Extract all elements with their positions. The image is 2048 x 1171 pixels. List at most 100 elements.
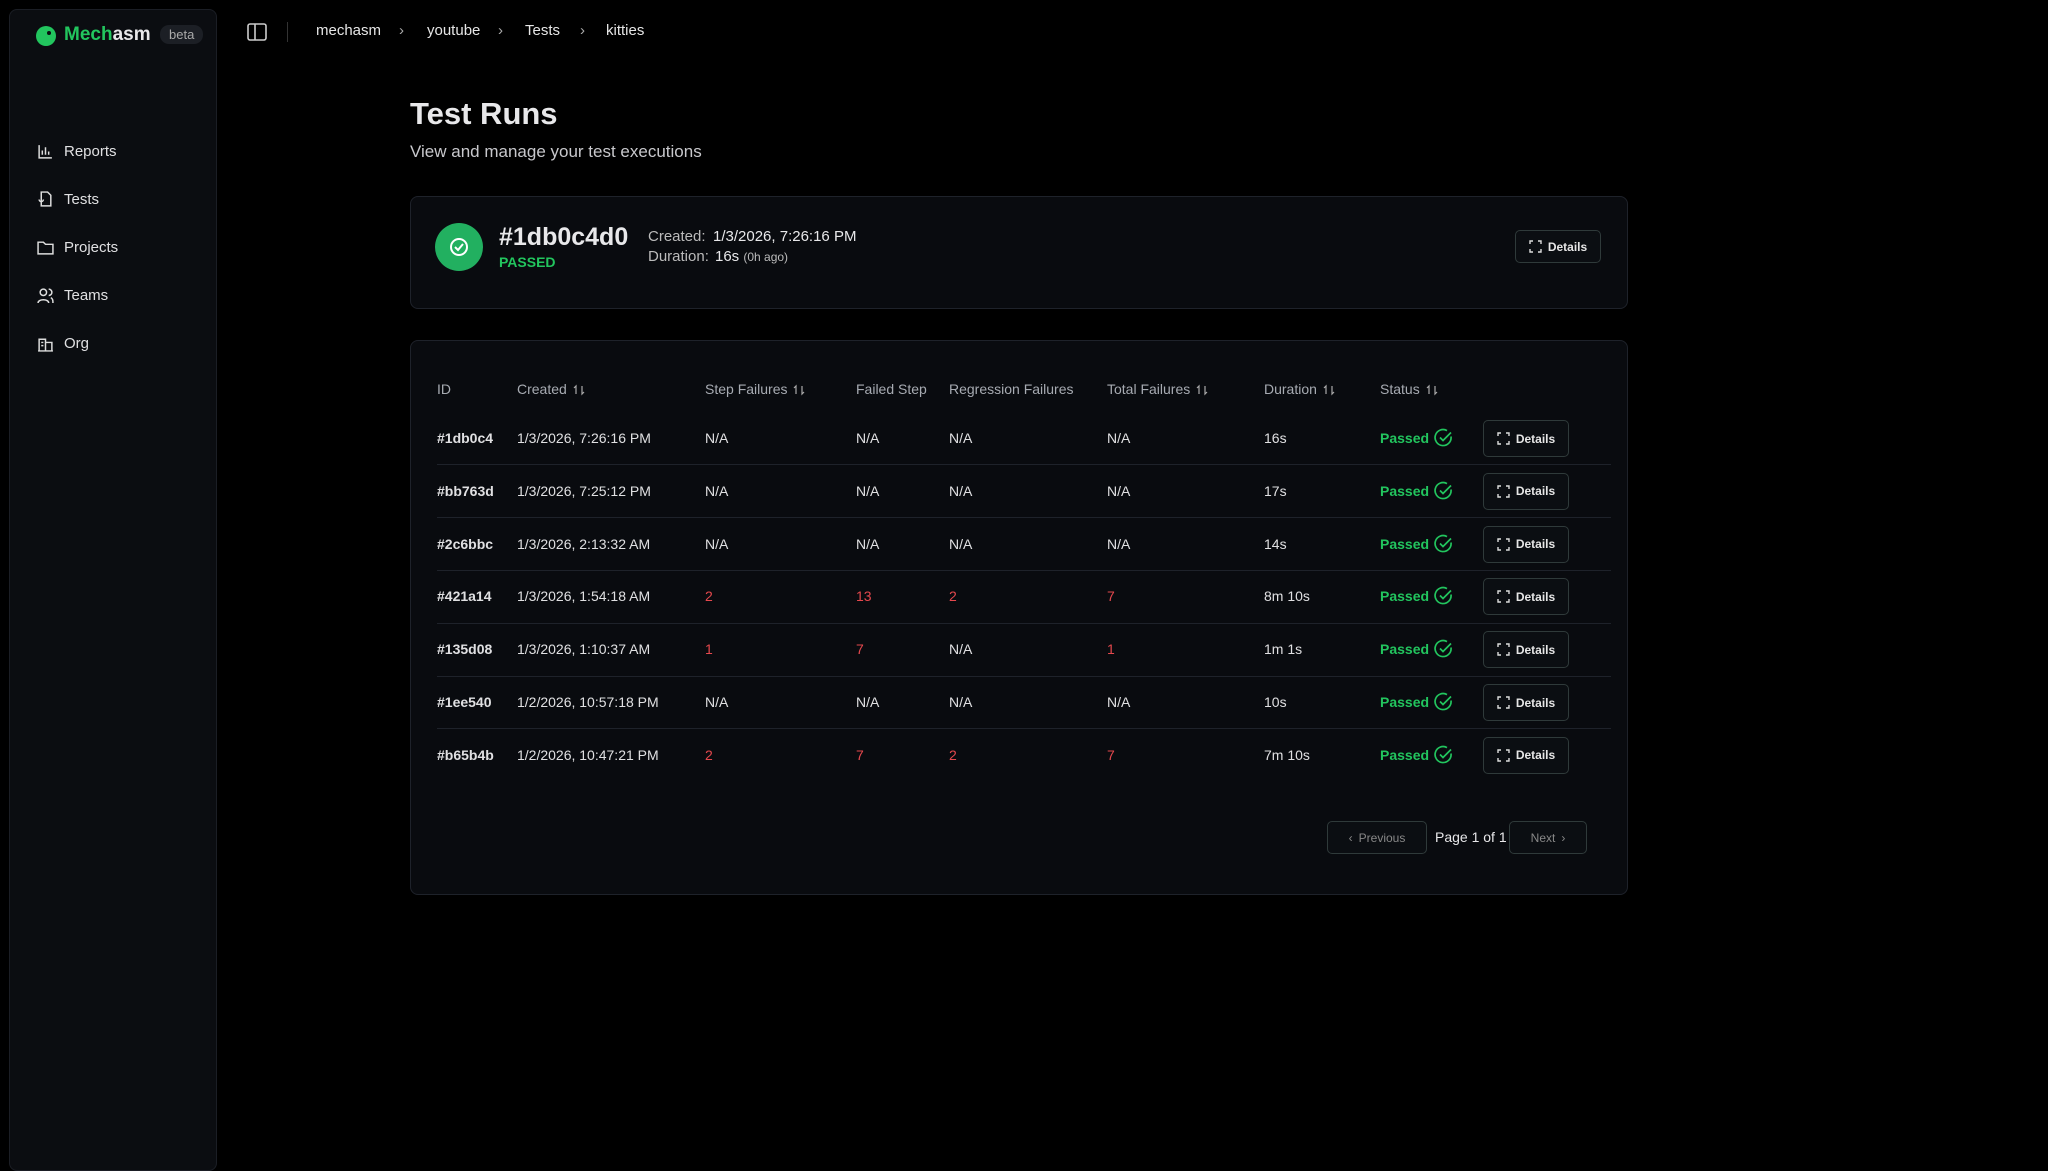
table-cell: N/A xyxy=(949,694,973,710)
nav-icon xyxy=(38,338,53,352)
table-cell: N/A xyxy=(705,535,729,552)
header-label: Created xyxy=(517,381,567,397)
check-icon xyxy=(1434,534,1452,553)
run-status: PASSED xyxy=(499,254,556,270)
table-cell: 7 xyxy=(1107,746,1115,763)
check-icon xyxy=(1434,587,1452,605)
next-button[interactable]: Next › xyxy=(1509,821,1587,854)
nav-item[interactable]: Org xyxy=(37,335,89,352)
row-separator xyxy=(437,728,1611,730)
details-button[interactable]: Details xyxy=(1483,578,1569,616)
sidebar-toggle[interactable] xyxy=(246,21,268,43)
header-label: ID xyxy=(437,381,451,397)
label: Duration: xyxy=(648,248,709,265)
button-label: Previous xyxy=(1358,830,1406,845)
table-cell: 2 xyxy=(705,588,713,605)
nav-label: Tests xyxy=(64,191,100,208)
table-cell: Passed xyxy=(1380,588,1430,605)
sort-icon xyxy=(573,384,585,396)
breadcrumb[interactable]: youtube xyxy=(427,22,481,39)
nav-label: Projects xyxy=(64,239,119,256)
nav-item[interactable]: Tests xyxy=(37,191,99,208)
header-label: Step Failures xyxy=(705,381,788,397)
details-button[interactable]: Details xyxy=(1483,736,1569,774)
table-cell: Passed xyxy=(1380,694,1430,710)
table-cell: 7 xyxy=(856,746,864,763)
details-button[interactable]: Details xyxy=(1483,420,1569,457)
run-id: #1db0c4d0 xyxy=(499,223,629,251)
table-cell: #1db0c4 xyxy=(437,430,494,446)
summary-card: #1db0c4d0 PASSED Created: 1/3/2026, 7:26… xyxy=(410,196,1628,309)
nav-item[interactable]: Reports xyxy=(37,143,117,160)
button-label: Details xyxy=(1547,239,1588,254)
details-button[interactable]: Details xyxy=(1483,525,1569,563)
button-label: Details xyxy=(1515,748,1556,763)
button-label: Next xyxy=(1530,830,1556,845)
details-button[interactable]: Details xyxy=(1483,472,1569,510)
row-separator xyxy=(437,675,1611,677)
status-check xyxy=(1434,428,1454,453)
status-icon xyxy=(435,223,483,271)
header-label: Status xyxy=(1380,381,1420,397)
duration: 16s xyxy=(715,248,740,265)
button-label: Details xyxy=(1515,695,1556,710)
header-label: Total Failures xyxy=(1107,381,1191,397)
button-label: Details xyxy=(1515,589,1556,604)
table-cell: 1 xyxy=(705,641,713,658)
table-cell: #2c6bbc xyxy=(437,535,494,552)
button-label: Details xyxy=(1515,642,1556,657)
column-header[interactable]: Status xyxy=(1380,381,1438,397)
table-cell: 17s xyxy=(1264,482,1287,499)
nav-label: Reports xyxy=(64,143,117,160)
nav-icon xyxy=(38,191,52,207)
previous-button[interactable]: ‹ Previous xyxy=(1327,821,1427,854)
table-cell: Passed xyxy=(1380,535,1430,552)
status-check xyxy=(1434,586,1454,611)
table-cell: 8m 10s xyxy=(1264,588,1310,605)
table-cell: 7 xyxy=(856,641,864,658)
check-icon xyxy=(1434,745,1452,764)
expand-icon xyxy=(1497,590,1510,604)
table-cell: 1/3/2026, 7:26:16 PM xyxy=(517,430,651,446)
brand: Mechasm xyxy=(64,24,151,46)
check-icon xyxy=(1434,428,1452,447)
column-header: Failed Step xyxy=(856,381,927,397)
sort-icon xyxy=(1323,384,1335,396)
breadcrumb[interactable]: Tests xyxy=(525,22,561,39)
column-header[interactable]: Total Failures xyxy=(1107,381,1208,397)
button-label: Details xyxy=(1515,537,1556,552)
column-header[interactable]: Step Failures xyxy=(705,381,805,397)
breadcrumb[interactable]: kitties xyxy=(606,22,645,39)
table-cell: Passed xyxy=(1380,746,1430,763)
check-icon xyxy=(1434,692,1452,711)
breadcrumb[interactable]: mechasm xyxy=(316,22,382,39)
nav-item[interactable]: Projects xyxy=(37,239,118,256)
expand-icon xyxy=(1497,643,1510,656)
details-button[interactable]: Details xyxy=(1483,684,1569,721)
button-label: Details xyxy=(1515,431,1556,446)
table-cell: #421a14 xyxy=(437,588,492,605)
row-separator xyxy=(437,464,1611,466)
header-label: Failed Step xyxy=(856,381,927,397)
column-header[interactable]: Created xyxy=(517,381,585,397)
details-button[interactable]: Details xyxy=(1483,631,1569,669)
status-check xyxy=(1434,639,1454,664)
column-header[interactable]: Duration xyxy=(1264,381,1335,397)
table-cell: Passed xyxy=(1380,430,1430,446)
sort-icon xyxy=(794,384,805,396)
table-cell: 1/3/2026, 1:10:37 AM xyxy=(517,641,651,658)
nav-icon xyxy=(37,241,54,255)
nav-item[interactable]: Teams xyxy=(37,287,108,304)
table-cell: #135d08 xyxy=(437,641,493,658)
check-icon xyxy=(1434,481,1452,500)
table-cell: N/A xyxy=(705,482,729,499)
header-label: Duration xyxy=(1264,381,1317,397)
page-indicator: Page 1 of 1 xyxy=(1435,829,1507,845)
details-button[interactable]: Details xyxy=(1515,230,1601,263)
label: Created: xyxy=(648,228,706,245)
brand-b: asm xyxy=(112,24,151,45)
table-cell: 2 xyxy=(949,588,957,605)
table-cell: N/A xyxy=(705,430,729,446)
table-cell: 2 xyxy=(705,746,713,763)
sort-icon xyxy=(1426,384,1438,396)
